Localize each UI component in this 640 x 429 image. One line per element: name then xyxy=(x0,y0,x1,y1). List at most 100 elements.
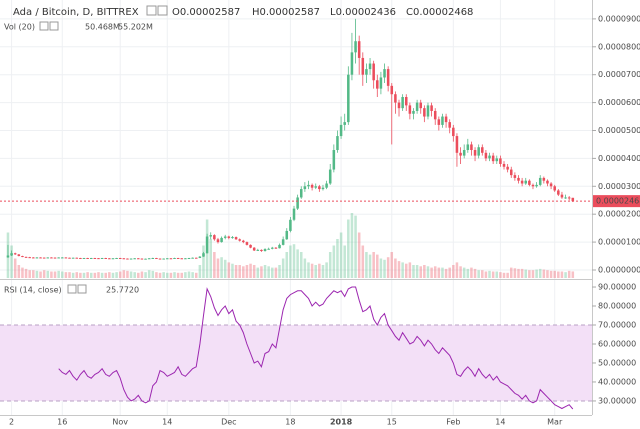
candle-body xyxy=(285,230,289,240)
volume-bar xyxy=(299,252,303,278)
volume-bar xyxy=(89,272,93,278)
candle-body xyxy=(93,257,97,259)
volume-bar xyxy=(260,266,263,278)
candle-body xyxy=(571,197,575,202)
volume-bar xyxy=(386,257,390,278)
candle-body xyxy=(325,183,328,188)
ohlc-close: C0.00002468 xyxy=(406,7,473,18)
candle-body xyxy=(390,85,394,95)
candle-body xyxy=(350,52,354,75)
y-tick-label: 40.00000 xyxy=(598,377,636,386)
candle-body xyxy=(455,136,459,153)
volume-bar xyxy=(187,271,191,278)
ohlc-low: L0.00002436 xyxy=(330,7,396,18)
candle-body xyxy=(368,63,372,70)
volume-bar xyxy=(180,272,184,278)
volume-bar xyxy=(321,265,325,278)
candle-body xyxy=(158,258,162,260)
candle-body xyxy=(538,177,542,185)
x-tick-label: Feb xyxy=(446,418,460,427)
candle-body xyxy=(310,184,314,188)
candle-body xyxy=(459,152,462,156)
volume-bar xyxy=(64,272,68,278)
volume-bar xyxy=(263,265,267,278)
volume-bar xyxy=(310,263,314,278)
candle-body xyxy=(209,235,212,237)
volume-settings[interactable] xyxy=(39,21,49,31)
rsi-title: RSI (14, close) xyxy=(4,286,62,295)
close-icon[interactable] xyxy=(157,5,168,16)
candle-body xyxy=(448,122,451,128)
volume-bar xyxy=(567,270,571,278)
candle-body xyxy=(318,186,321,190)
volume-bar xyxy=(35,270,39,278)
x-tick-label: Nov xyxy=(112,418,128,427)
candle-body xyxy=(524,180,528,184)
volume-bar xyxy=(176,272,180,278)
rsi-close[interactable] xyxy=(77,284,87,294)
candle-body xyxy=(227,236,231,238)
volume-bar xyxy=(71,272,75,278)
candle-body xyxy=(234,237,238,240)
x-tick-label: 18 xyxy=(285,418,295,427)
volume-close[interactable] xyxy=(49,21,59,31)
x-tick-label: 2018 xyxy=(330,418,353,427)
volume-bar xyxy=(404,263,408,278)
y-tick-label: 0.00009000 xyxy=(598,14,640,23)
volume-bar xyxy=(129,271,133,278)
candle-body xyxy=(473,150,477,156)
volume-bar xyxy=(267,266,270,278)
volume-bar xyxy=(466,268,470,278)
volume-bar xyxy=(296,249,299,278)
settings-icon[interactable] xyxy=(146,5,157,16)
candle-body xyxy=(531,184,535,187)
volume-bar xyxy=(93,272,97,278)
symbol: Ada / Bitcoin, D, BITTREX xyxy=(13,7,139,18)
volume-bar xyxy=(488,270,491,278)
volume-bar xyxy=(419,266,423,278)
candle-body xyxy=(191,257,194,259)
volume-bar xyxy=(499,272,502,278)
candle-body xyxy=(546,180,549,184)
volume-bar xyxy=(495,271,499,278)
volume-bar xyxy=(278,265,281,278)
candle-body xyxy=(343,122,346,125)
volume-bar xyxy=(118,271,122,278)
volume-bar xyxy=(39,271,42,278)
candle-body xyxy=(314,186,318,188)
volume-bar xyxy=(415,265,419,278)
candle-body xyxy=(564,197,567,199)
candle-body xyxy=(129,258,133,260)
volume-bar xyxy=(452,265,455,278)
volume-bar xyxy=(325,262,328,278)
y-tick-label: 90.00000 xyxy=(598,283,636,292)
candle-body xyxy=(57,257,60,259)
volume-bar xyxy=(271,267,274,278)
candle-body xyxy=(169,258,173,260)
candle-body xyxy=(274,247,278,249)
volume-bar xyxy=(571,271,575,278)
candle-body xyxy=(6,255,10,258)
candle-body xyxy=(401,97,404,109)
volume-bar xyxy=(506,272,509,278)
volume-bar xyxy=(542,269,546,278)
volume-bar xyxy=(368,254,372,278)
volume-bar xyxy=(524,269,528,278)
candle-body xyxy=(53,257,57,259)
rsi-settings[interactable] xyxy=(67,284,77,294)
rsi-value: 25.7720 xyxy=(106,286,139,295)
candle-body xyxy=(307,184,310,187)
rsi-band xyxy=(0,325,592,401)
volume-bar xyxy=(166,272,169,278)
candle-body xyxy=(151,257,155,259)
candle-body xyxy=(126,258,129,260)
candle-body xyxy=(462,150,466,156)
volume-bar xyxy=(209,239,212,278)
candle-body xyxy=(426,105,430,117)
volume-bar xyxy=(520,268,524,278)
x-tick-label: 14 xyxy=(495,418,505,427)
candle-body xyxy=(289,219,292,231)
volume-bar xyxy=(108,272,111,278)
